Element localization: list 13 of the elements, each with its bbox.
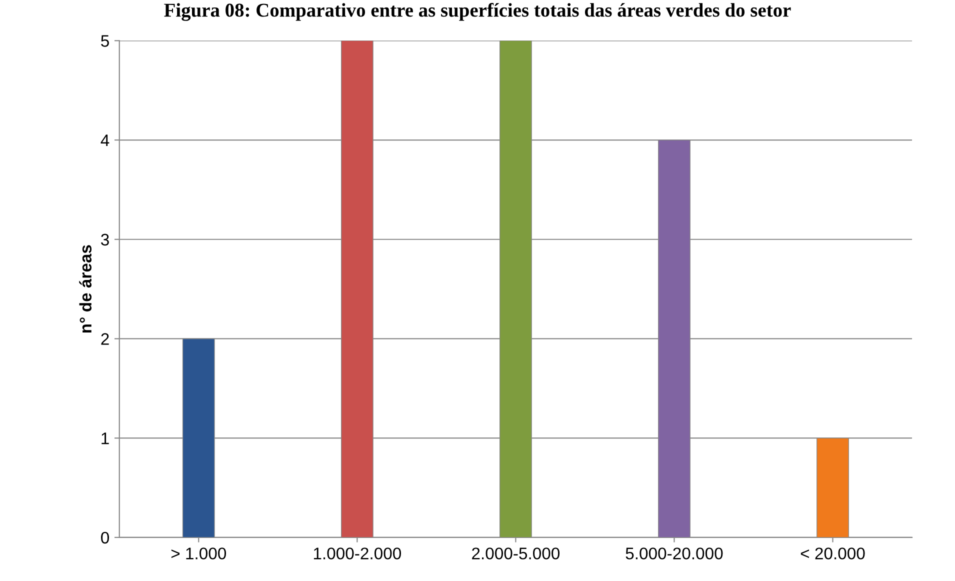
y-tick-label: 5 (101, 35, 109, 47)
y-axis-title: n° de áreas (79, 245, 92, 333)
x-tick-label: > 1.000 (171, 548, 226, 560)
chart-title: Figura 08: Comparativo entre as superfícies totais das áreas verdes do setor (164, 2, 791, 21)
x-tick-label: 5.000-20.000 (626, 548, 723, 560)
y-tick-label: 1 (102, 432, 109, 444)
y-tick-label: 4 (100, 134, 110, 146)
x-tick-label: 2.000-5.000 (472, 548, 560, 560)
y-tick-label: 0 (101, 532, 109, 544)
x-tick-label: 1.000-2.000 (314, 548, 402, 560)
x-tick-label: < 20.000 (800, 548, 865, 560)
y-tick-label: 2 (101, 333, 109, 345)
y-tick-label: 3 (101, 234, 109, 246)
